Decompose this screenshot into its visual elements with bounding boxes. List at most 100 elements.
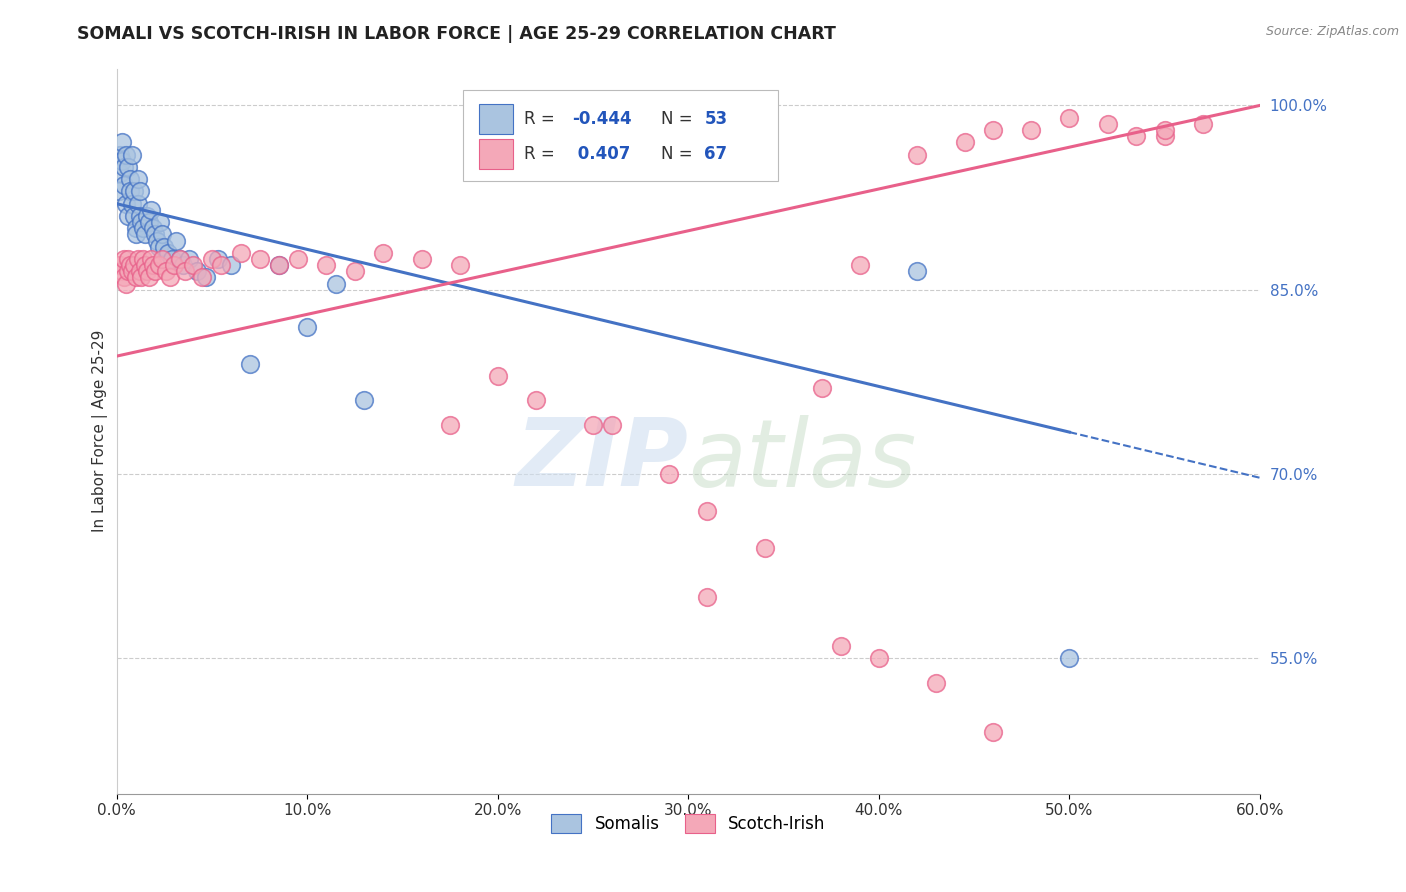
Point [118,258,141,272]
Point [159,270,181,285]
Point [111,153,134,168]
Point [169,252,191,266]
Legend: Somalis, Scotch-Irish: Somalis, Scotch-Irish [544,807,832,839]
Point [169,252,191,266]
Point [138,270,160,285]
Point [115,196,138,211]
Point [134,227,156,242]
Point [658,467,681,482]
Point [249,252,271,266]
Point [163,258,186,272]
Point [143,227,166,242]
FancyBboxPatch shape [463,90,778,181]
Point [115,147,138,161]
Point [121,147,143,161]
Point [122,209,145,223]
Point [186,264,208,278]
Point [125,270,148,285]
Point [868,651,890,665]
Point [128,264,150,278]
Point [696,504,718,518]
Point [107,258,129,272]
Point [439,417,461,432]
Point [131,270,153,285]
Point [211,258,233,272]
Point [373,246,395,260]
Text: R =: R = [523,145,560,163]
Point [219,258,242,272]
Point [127,172,149,186]
Point [267,258,290,272]
Point [810,381,832,395]
Point [1153,123,1175,137]
Point [136,264,159,278]
Point [139,202,162,217]
Point [121,196,143,211]
Point [148,240,170,254]
Point [117,252,139,266]
Point [600,417,623,432]
Point [181,258,204,272]
Text: ZIP: ZIP [516,414,689,506]
Point [411,252,433,266]
Point [121,264,143,278]
Point [128,209,150,223]
Text: 0.407: 0.407 [572,145,630,163]
Point [139,252,162,266]
Point [143,264,166,278]
Point [118,172,141,186]
Point [148,258,170,272]
Point [315,258,337,272]
Point [160,252,183,266]
Y-axis label: In Labor Force | Age 25-29: In Labor Force | Age 25-29 [93,330,108,533]
Point [117,209,139,223]
Point [142,258,165,272]
Text: 67: 67 [704,145,727,163]
FancyBboxPatch shape [479,139,513,169]
Point [905,147,928,161]
Point [1125,129,1147,144]
Point [155,264,177,278]
Point [111,264,134,278]
Point [297,319,319,334]
Point [132,252,155,266]
Text: -0.444: -0.444 [572,110,631,128]
Point [112,160,135,174]
FancyBboxPatch shape [479,103,513,134]
Point [207,252,229,266]
Point [953,135,976,149]
Point [122,185,145,199]
Point [127,252,149,266]
Text: N =: N = [661,110,697,128]
Point [174,264,197,278]
Point [486,368,509,383]
Point [195,270,218,285]
Point [134,258,156,272]
Point [239,357,262,371]
Point [1021,123,1043,137]
Text: N =: N = [661,145,697,163]
Point [981,725,1004,739]
Point [201,252,224,266]
Point [981,123,1004,137]
Point [165,234,187,248]
Point [107,185,129,199]
Text: atlas: atlas [689,415,917,506]
Point [754,541,776,555]
Point [1059,111,1081,125]
Point [111,135,134,149]
Point [343,264,366,278]
Point [112,178,135,193]
Point [125,221,148,235]
Point [582,417,605,432]
Point [267,258,290,272]
Point [524,393,547,408]
Point [152,227,174,242]
Point [191,270,214,285]
Point [132,221,155,235]
Point [136,209,159,223]
Point [112,270,135,285]
Point [152,252,174,266]
Point [1192,117,1215,131]
Point [849,258,872,272]
